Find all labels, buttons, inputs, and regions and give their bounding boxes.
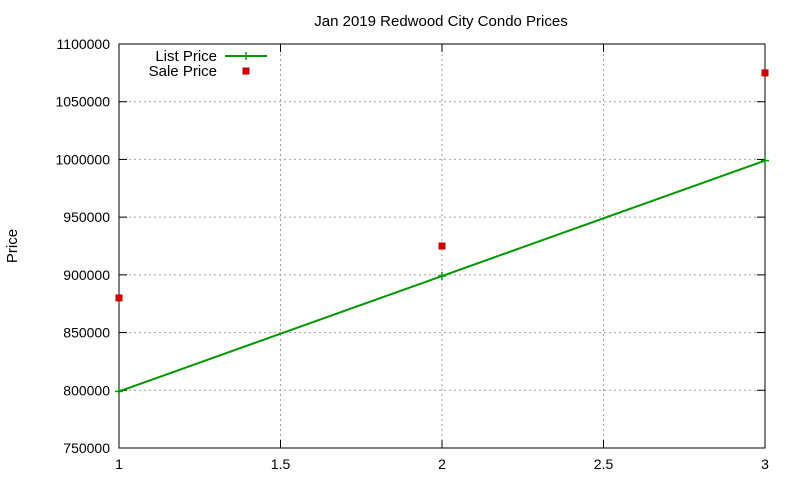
- y-tick-label: 750000: [63, 440, 110, 456]
- x-tick-label: 2: [438, 456, 446, 472]
- series-layer: [115, 69, 769, 396]
- plot-frame: [118, 43, 766, 449]
- list-price-point: [761, 156, 769, 165]
- legend-label: List Price: [155, 48, 217, 65]
- y-tick-label: 800000: [63, 382, 110, 398]
- legend-swatch-marker: [242, 52, 250, 60]
- legend-swatch-marker: [242, 67, 250, 75]
- list-price-point: [115, 387, 123, 396]
- y-tick-label: 1100000: [57, 36, 111, 52]
- y-axis-label: Price: [4, 229, 21, 263]
- x-tick-label: 2.5: [594, 456, 614, 472]
- sale-price-point: [438, 242, 446, 250]
- x-tick-label: 1: [115, 456, 123, 472]
- list-price-point: [438, 272, 446, 281]
- chart-title: Jan 2019 Redwood City Condo Prices: [314, 13, 567, 30]
- y-tick-label: 1050000: [55, 94, 110, 110]
- sale-price-point: [761, 69, 769, 77]
- y-tick-label: 1000000: [55, 151, 110, 167]
- y-tick-label: 900000: [63, 267, 110, 283]
- y-tick-label: 950000: [63, 209, 110, 225]
- legend-label: Sale Price: [149, 63, 217, 80]
- sale-price-point: [115, 294, 123, 302]
- axis-ticks: 750000 800000 850000 900000 950000 1000000 105…: [55, 36, 769, 472]
- x-tick-label: 1.5: [271, 456, 291, 472]
- y-tick-label: 850000: [63, 325, 110, 341]
- x-tick-label: 3: [761, 456, 769, 472]
